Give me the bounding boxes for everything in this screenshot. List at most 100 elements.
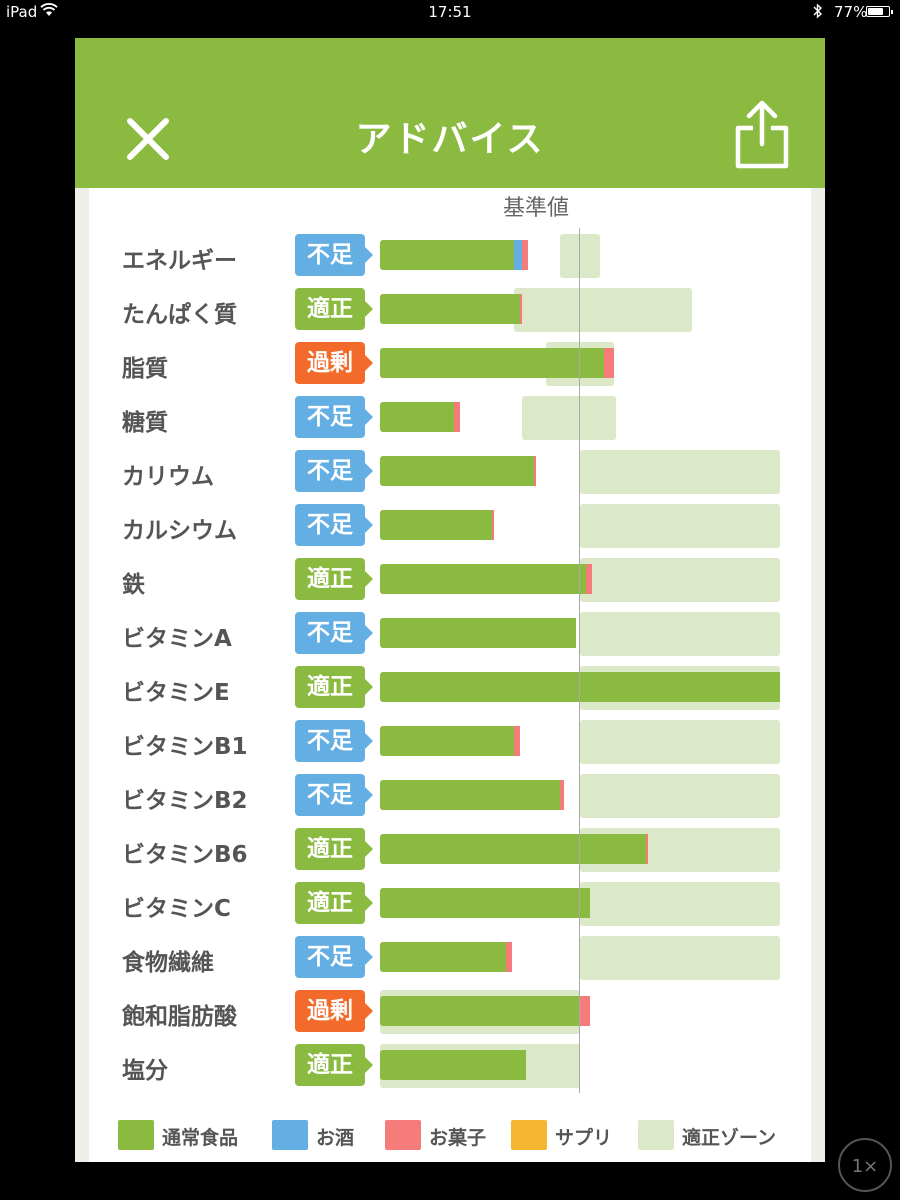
nutrient-label: 糖質: [122, 410, 168, 436]
nutrient-label: カルシウム: [122, 518, 237, 544]
status-badge: 不足: [295, 504, 373, 546]
appropriate-zone: [580, 612, 780, 656]
battery-icon: [866, 6, 893, 17]
nutrient-row: カリウム 不足: [75, 446, 825, 500]
appropriate-zone: [514, 288, 692, 332]
share-icon[interactable]: [732, 100, 792, 170]
status-badge: 適正: [295, 558, 373, 600]
nutrient-row: ビタミンA 不足: [75, 608, 825, 662]
page-title: アドバイス: [355, 119, 545, 160]
header-bar: アドバイス: [75, 38, 825, 188]
clock: 17:51: [428, 3, 472, 21]
legend-swatch: [272, 1120, 308, 1150]
status-badge: 不足: [295, 612, 373, 654]
nutrient-row: ビタミンC 適正: [75, 878, 825, 932]
appropriate-zone: [580, 558, 780, 602]
close-icon[interactable]: [125, 116, 171, 162]
bar-segment-1: [380, 240, 514, 270]
legend: 通常食品 お酒 お菓子 サプリ 適正ゾーン: [75, 1116, 825, 1152]
wifi-icon: [40, 3, 58, 16]
nutrient-label: 食物繊維: [122, 950, 214, 976]
appropriate-zone: [580, 504, 780, 548]
bar-segment-1: [380, 510, 492, 540]
nutrient-row: 脂質 過剰: [75, 338, 825, 392]
nutrient-row: 飽和脂肪酸 過剰: [75, 986, 825, 1040]
nutrient-row: 鉄 適正: [75, 554, 825, 608]
nutrient-label: ビタミンB6: [122, 842, 248, 868]
nutrient-row: 糖質 不足: [75, 392, 825, 446]
status-badge: 適正: [295, 828, 373, 870]
bar-segment-1: [380, 618, 576, 648]
legend-label: 通常食品: [162, 1127, 239, 1149]
carrier-label: iPad: [6, 3, 38, 21]
appropriate-zone: [580, 450, 780, 494]
nutrient-row: ビタミンB2 不足: [75, 770, 825, 824]
battery-percent: 77%: [834, 3, 868, 21]
nutrient-label: カリウム: [122, 464, 214, 490]
status-badge: 不足: [295, 396, 373, 438]
status-badge: 適正: [295, 882, 373, 924]
reference-line: [579, 228, 580, 1093]
status-badge: 不足: [295, 450, 373, 492]
bar-segment-1: [380, 942, 506, 972]
nutrient-row: 食物繊維 不足: [75, 932, 825, 986]
status-badge: 不足: [295, 936, 373, 978]
bar-segment-3: [514, 726, 520, 756]
appropriate-zone: [580, 882, 780, 926]
legend-label: サプリ: [555, 1127, 613, 1149]
nutrient-row: 塩分 適正: [75, 1040, 825, 1094]
status-badge: 不足: [295, 234, 373, 276]
reference-label: 基準値: [503, 196, 570, 221]
nutrient-label: たんぱく質: [122, 302, 237, 328]
nutrient-label: ビタミンA: [122, 626, 232, 652]
bar-segment-3: [534, 456, 536, 486]
bar-segment-2: [514, 240, 522, 270]
bar-segment-3: [506, 942, 512, 972]
appropriate-zone: [560, 234, 600, 278]
nutrient-label: ビタミンB1: [122, 734, 248, 760]
nutrient-row: ビタミンE 適正: [75, 662, 825, 716]
bar-segment-3: [520, 294, 522, 324]
advice-panel: アドバイス 基準値 エネルギー 不足 たんぱく質 適正 脂質 過剰 糖質 不足 カリウム 不足 カル…: [75, 38, 825, 1162]
appropriate-zone: [580, 936, 780, 980]
status-badge: 不足: [295, 774, 373, 816]
nutrient-label: ビタミンE: [122, 680, 230, 706]
legend-label: お菓子: [429, 1127, 487, 1149]
nutrient-label: 飽和脂肪酸: [122, 1004, 237, 1030]
nutrient-row: ビタミンB1 不足: [75, 716, 825, 770]
nutrient-row: カルシウム 不足: [75, 500, 825, 554]
status-badge: 適正: [295, 1044, 373, 1086]
panel-edge-left: [75, 188, 89, 1162]
bar-segment-1: [380, 996, 580, 1026]
bar-segment-1: [380, 888, 590, 918]
status-badge: 不足: [295, 720, 373, 762]
legend-swatch: [118, 1120, 154, 1150]
zoom-button[interactable]: 1×: [838, 1138, 892, 1192]
legend-swatch: [511, 1120, 547, 1150]
bar-segment-3: [560, 780, 564, 810]
bar-segment-3: [604, 348, 614, 378]
status-badge: 過剰: [295, 342, 373, 384]
bar-segment-1: [380, 1050, 526, 1080]
nutrient-label: 塩分: [122, 1058, 168, 1084]
bar-segment-1: [380, 726, 514, 756]
panel-edge-right: [811, 188, 825, 1162]
bar-segment-1: [380, 834, 646, 864]
bluetooth-icon: [813, 3, 823, 19]
bar-segment-3: [586, 564, 592, 594]
bar-segment-1: [380, 456, 534, 486]
bar-segment-1: [380, 672, 780, 702]
nutrient-label: 鉄: [122, 572, 145, 598]
bar-segment-1: [380, 564, 586, 594]
nutrient-label: ビタミンB2: [122, 788, 248, 814]
bar-segment-1: [380, 348, 604, 378]
nutrient-label: エネルギー: [122, 248, 237, 274]
nutrient-row: たんぱく質 適正: [75, 284, 825, 338]
legend-label: お酒: [316, 1127, 355, 1149]
nutrient-label: ビタミンC: [122, 896, 231, 922]
legend-swatch: [638, 1120, 674, 1150]
bar-segment-1: [380, 402, 454, 432]
nutrient-label: 脂質: [122, 356, 168, 382]
appropriate-zone: [522, 396, 616, 440]
appropriate-zone: [580, 774, 780, 818]
